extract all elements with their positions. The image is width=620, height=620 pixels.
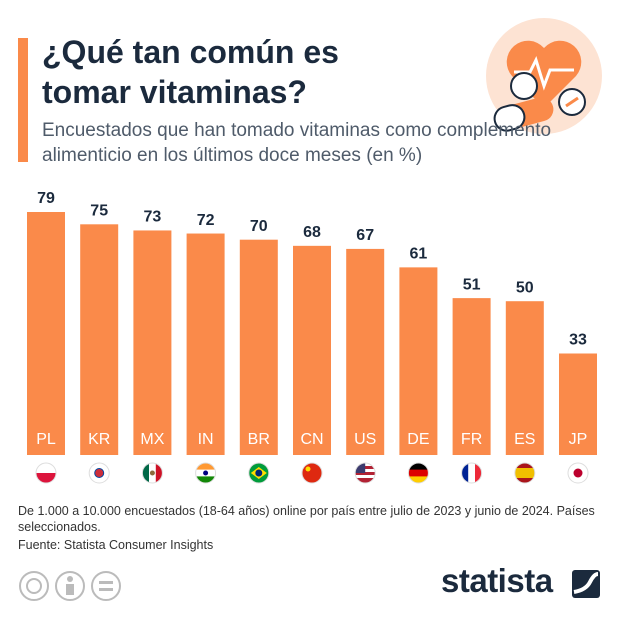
- flag-stripe: [142, 463, 150, 483]
- flag-stripe: [355, 475, 376, 479]
- category-label: CN: [300, 431, 323, 448]
- flag-stripe: [355, 478, 376, 483]
- accent-bar: [18, 38, 28, 162]
- flag-star: [305, 466, 311, 472]
- category-label: DE: [407, 431, 429, 448]
- category-label: PL: [36, 431, 56, 448]
- value-label: 51: [463, 276, 481, 293]
- subtitle: Encuestados que han tomado vitaminas com…: [42, 120, 552, 166]
- flag: [407, 462, 429, 484]
- flag: [301, 462, 323, 484]
- bar: [452, 298, 491, 455]
- bar: [346, 248, 385, 455]
- flag-stripe: [36, 463, 56, 474]
- flag-stripe: [475, 463, 482, 483]
- source: Fuente: Statista Consumer Insights: [18, 538, 214, 552]
- value-label: 73: [144, 209, 162, 226]
- flag-border: [195, 462, 217, 484]
- flag: [514, 462, 536, 484]
- bar: [505, 301, 544, 455]
- flag: [248, 462, 270, 484]
- category-label: IN: [198, 431, 214, 448]
- value-label: 61: [410, 246, 428, 263]
- flag-emblem: [573, 468, 583, 478]
- value-label: 68: [303, 224, 321, 241]
- flag-border: [35, 462, 57, 484]
- flag-stripe: [195, 463, 216, 471]
- category-label: KR: [88, 431, 110, 448]
- value-label: 72: [197, 212, 215, 229]
- bar: [80, 224, 119, 455]
- bar: [27, 212, 65, 455]
- flag: [195, 462, 217, 484]
- flag-stripe: [514, 468, 535, 479]
- brand-icon: [572, 570, 600, 598]
- flag-border: [567, 462, 589, 484]
- bar: [399, 267, 438, 455]
- flag-emblem: [203, 470, 209, 476]
- value-label: 33: [569, 332, 587, 349]
- category-label: JP: [569, 431, 588, 448]
- bar: [186, 233, 225, 455]
- title: ¿Qué tan común es tomar vitaminas?: [42, 34, 339, 110]
- flag: [354, 462, 376, 484]
- bar: [133, 230, 172, 455]
- flag-emblem: [94, 468, 105, 478]
- license-icons: [19, 571, 121, 601]
- value-label: 50: [516, 279, 534, 296]
- flag-stripe: [408, 476, 429, 483]
- flag-border: [461, 462, 483, 484]
- value-label: 79: [37, 190, 55, 207]
- category-label: FR: [461, 431, 482, 448]
- flag-stripe: [408, 469, 429, 477]
- note: De 1.000 a 10.000 encuestados (18-64 año…: [18, 504, 595, 534]
- flag-stripe: [36, 473, 56, 483]
- flag-stripe: [514, 463, 535, 469]
- flag: [461, 462, 483, 484]
- bar: [293, 245, 331, 455]
- flag-canton: [355, 463, 366, 473]
- flag: [88, 462, 110, 484]
- flag-border: [248, 462, 270, 484]
- flag-border: [141, 462, 163, 484]
- flag-stripe: [408, 463, 429, 471]
- flag-emblem: [149, 470, 155, 476]
- illustration: [486, 18, 602, 134]
- value-label: 67: [356, 227, 374, 244]
- flag-stripe: [514, 478, 535, 483]
- flag-border: [407, 462, 429, 484]
- flag: [35, 462, 57, 484]
- flag-stripe: [468, 463, 476, 483]
- brand: statista: [441, 562, 553, 599]
- flag-globe: [255, 469, 263, 477]
- bar: [559, 353, 597, 455]
- flag-border: [301, 462, 323, 484]
- flag-border: [88, 462, 110, 484]
- flag-border: [514, 462, 536, 484]
- flag: [567, 462, 589, 484]
- category-label: MX: [140, 431, 164, 448]
- category-label: BR: [248, 431, 270, 448]
- flag-border: [354, 462, 376, 484]
- flag-stripe: [461, 463, 469, 483]
- flag: [141, 462, 163, 484]
- value-label: 75: [90, 203, 108, 220]
- flag-stripe: [355, 472, 376, 476]
- value-label: 70: [250, 218, 268, 235]
- flag-stripe: [155, 463, 163, 483]
- category-label: ES: [514, 431, 535, 448]
- bar: [239, 239, 278, 455]
- flag-stripe: [195, 476, 216, 483]
- category-label: US: [354, 431, 376, 448]
